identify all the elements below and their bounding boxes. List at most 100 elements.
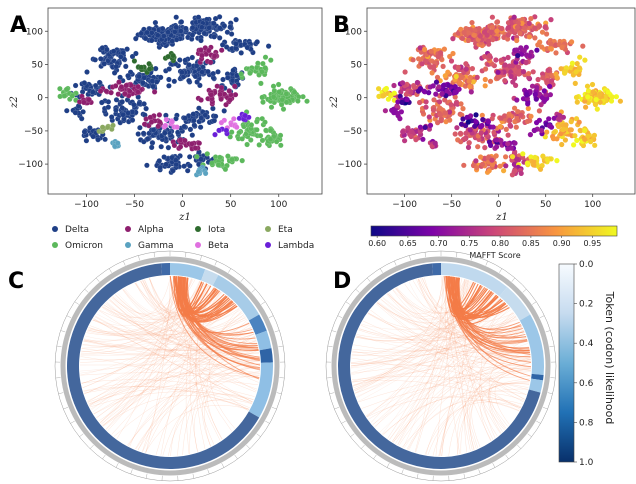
scatter-point <box>511 161 517 167</box>
scatter-point <box>465 144 472 150</box>
scatter-point <box>461 29 467 36</box>
scatter-point <box>544 31 550 37</box>
scatter-point <box>426 90 432 96</box>
chord-ribbon <box>453 276 507 316</box>
scatter-point <box>198 156 204 162</box>
chord-ribbon <box>83 339 260 361</box>
chord-ribbon <box>105 302 235 430</box>
chord-ring-tick <box>424 252 426 258</box>
scatter-point <box>254 127 260 133</box>
scatter-point <box>119 99 125 105</box>
chord-ribbon <box>351 292 494 373</box>
chord-ribbon <box>354 307 510 390</box>
chord-ribbon <box>395 288 527 342</box>
chord-ribbon <box>142 311 242 452</box>
scatter-point <box>597 99 603 105</box>
scatter-point <box>136 73 142 80</box>
scatter-point <box>505 25 511 31</box>
chord-ring-tick <box>66 315 72 318</box>
scatter-point <box>582 127 588 134</box>
scatter-point <box>416 56 422 62</box>
scatter-point <box>577 54 583 60</box>
chord-ribbon <box>352 328 523 382</box>
legend-marker <box>265 226 271 232</box>
scatter-point <box>265 43 272 49</box>
likelihood-colorbar: 0.0 0.2 0.4 0.6 0.8 1.0 <box>558 260 594 468</box>
scatter-point <box>408 89 414 95</box>
scatter-point <box>498 57 504 63</box>
chord-ribbon <box>386 294 525 400</box>
panel-a-xtick-label: −50 <box>125 200 144 210</box>
legend-marker <box>195 226 201 232</box>
chord-ribbon <box>142 281 201 452</box>
chord-segment <box>259 348 273 363</box>
scatter-point <box>439 91 445 97</box>
scatter-point <box>563 122 569 128</box>
chord-ribbon <box>351 277 457 357</box>
scatter-point <box>574 61 580 67</box>
chord-ribbon <box>356 299 503 397</box>
chord-ring-tick <box>200 255 202 261</box>
scatter-point <box>438 116 444 122</box>
scatter-point <box>189 141 195 147</box>
chord-ribbon <box>95 315 260 374</box>
scatter-point <box>460 116 466 122</box>
scatter-point <box>150 83 156 90</box>
chord-ribbon <box>102 342 258 426</box>
chord-ribbon <box>114 285 211 321</box>
scatter-point <box>582 136 588 142</box>
chord-ribbon <box>180 276 254 335</box>
chord-ribbon <box>448 357 531 456</box>
scatter-point <box>162 122 169 129</box>
panel-d-chord <box>325 250 557 482</box>
scatter-point <box>211 34 217 40</box>
panel-letter-c: C <box>8 269 24 294</box>
chord-ribbon <box>87 285 212 336</box>
scatter-point <box>181 123 188 130</box>
scatter-point <box>97 88 104 94</box>
chord-ribbon <box>128 349 259 446</box>
plasma-colorbar-tick-label: 0.90 <box>553 239 571 248</box>
scatter-point <box>539 29 546 35</box>
scatter-point <box>502 78 508 84</box>
chord-ring-tick <box>401 469 404 475</box>
chord-ribbon <box>194 400 249 452</box>
scatter-point <box>258 80 264 87</box>
scatter-point <box>267 127 274 134</box>
scatter-point <box>533 96 539 102</box>
scatter-point <box>78 115 85 122</box>
scatter-point <box>99 99 105 106</box>
likelihood-colorbar-label: Token (codon) likelihood <box>603 291 616 425</box>
scatter-point <box>149 78 156 84</box>
scatter-point <box>382 108 388 114</box>
chord-ribbon <box>112 296 260 357</box>
panel-a-ytick-label: 100 <box>26 27 43 37</box>
scatter-point <box>428 48 434 54</box>
scatter-point <box>444 88 450 94</box>
scatter-point <box>485 155 491 161</box>
chord-ribbon <box>174 276 261 369</box>
scatter-point <box>169 119 175 125</box>
legend-label: Gamma <box>138 241 174 251</box>
scatter-point <box>548 41 554 47</box>
scatter-point <box>157 74 164 81</box>
scatter-point <box>435 54 441 60</box>
chord-ribbon <box>353 296 499 386</box>
scatter-point <box>135 89 141 95</box>
scatter-point <box>212 131 218 138</box>
scatter-point <box>490 124 496 130</box>
scatter-point <box>115 91 122 97</box>
chord-ring-tick <box>545 330 551 333</box>
chord-ring-tick <box>207 469 210 475</box>
scatter-point <box>505 132 511 138</box>
scatter-point <box>521 47 527 54</box>
chord-ribbon <box>382 297 531 363</box>
scatter-point <box>517 30 523 36</box>
scatter-point <box>557 113 563 119</box>
scatter-point <box>473 119 479 125</box>
scatter-point <box>583 104 589 110</box>
chord-ribbon <box>422 277 509 321</box>
scatter-point <box>426 114 432 120</box>
scatter-point <box>535 42 541 48</box>
scatter-point <box>512 140 518 146</box>
